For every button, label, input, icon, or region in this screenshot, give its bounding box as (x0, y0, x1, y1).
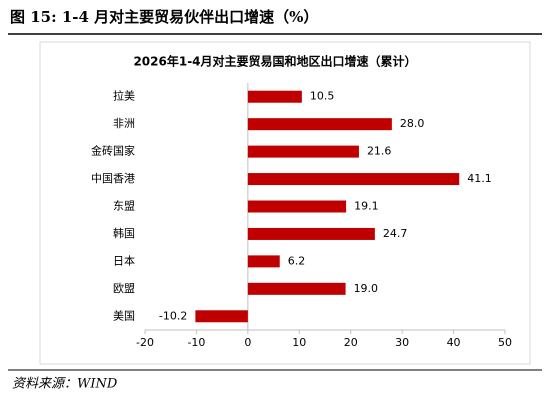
bar (247, 118, 392, 131)
x-tick-label: 10 (292, 336, 306, 349)
x-tick-label: 50 (498, 336, 512, 349)
figure-title: 图 15: 1-4 月对主要贸易伙伴出口增速（%） (10, 8, 318, 26)
y-tick-label: 东盟 (113, 200, 135, 213)
bar (247, 145, 359, 158)
value-label: 6.2 (288, 254, 306, 267)
y-tick-label: 中国香港 (91, 172, 135, 185)
x-tick-label: -20 (136, 336, 154, 349)
y-tick-label: 日本 (113, 253, 135, 267)
bar (247, 282, 346, 295)
y-tick-label: 拉美 (113, 89, 135, 103)
y-tick-label: 欧盟 (113, 282, 135, 295)
y-tick-label: 韩国 (113, 226, 135, 240)
bar (247, 90, 302, 103)
chart-title: 2026年1-4月对主要贸易国和地区出口增速（累计） (133, 54, 416, 69)
x-tick-label: 0 (244, 336, 251, 349)
chart-frame (39, 41, 531, 365)
bar (247, 200, 347, 213)
value-label: 10.5 (310, 90, 335, 103)
x-tick-label: 30 (395, 336, 409, 349)
value-label: 24.7 (383, 227, 408, 240)
y-tick-label: 非洲 (113, 117, 135, 130)
y-tick-label: 金砖国家 (91, 144, 135, 158)
bar (195, 310, 248, 323)
value-label: 19.1 (354, 200, 379, 213)
bar (247, 227, 375, 240)
value-label: 28.0 (400, 117, 425, 130)
y-tick-label: 美国 (113, 309, 135, 322)
value-label: -10.2 (159, 309, 187, 322)
x-tick-label: -10 (187, 336, 205, 349)
source: 资料来源：WIND (12, 377, 118, 392)
value-label: 21.6 (367, 145, 392, 158)
x-tick-label: 20 (344, 336, 358, 349)
x-tick-label: 40 (447, 336, 461, 349)
bar (247, 173, 460, 186)
value-label: 19.0 (354, 282, 379, 295)
bar (247, 255, 280, 268)
value-label: 41.1 (467, 172, 492, 185)
